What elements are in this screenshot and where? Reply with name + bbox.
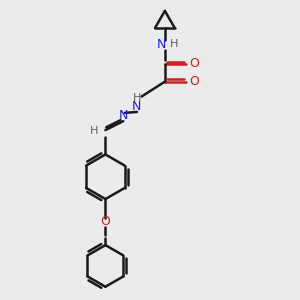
Text: H: H [170,40,178,50]
Text: O: O [189,75,199,88]
Text: N: N [132,100,142,112]
Text: O: O [189,57,199,70]
Text: H: H [133,93,141,103]
Text: H: H [90,126,98,136]
Text: O: O [100,215,110,228]
Text: N: N [118,109,128,122]
Text: N: N [157,38,166,51]
